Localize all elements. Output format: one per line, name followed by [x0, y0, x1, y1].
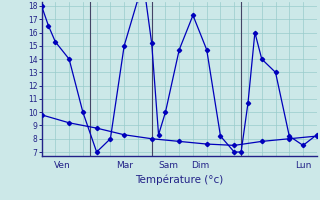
- Text: Lun: Lun: [295, 161, 311, 170]
- Text: Ven: Ven: [54, 161, 71, 170]
- Text: Dim: Dim: [191, 161, 209, 170]
- Text: Mar: Mar: [116, 161, 133, 170]
- X-axis label: Température (°c): Température (°c): [135, 175, 223, 185]
- Text: Sam: Sam: [158, 161, 178, 170]
